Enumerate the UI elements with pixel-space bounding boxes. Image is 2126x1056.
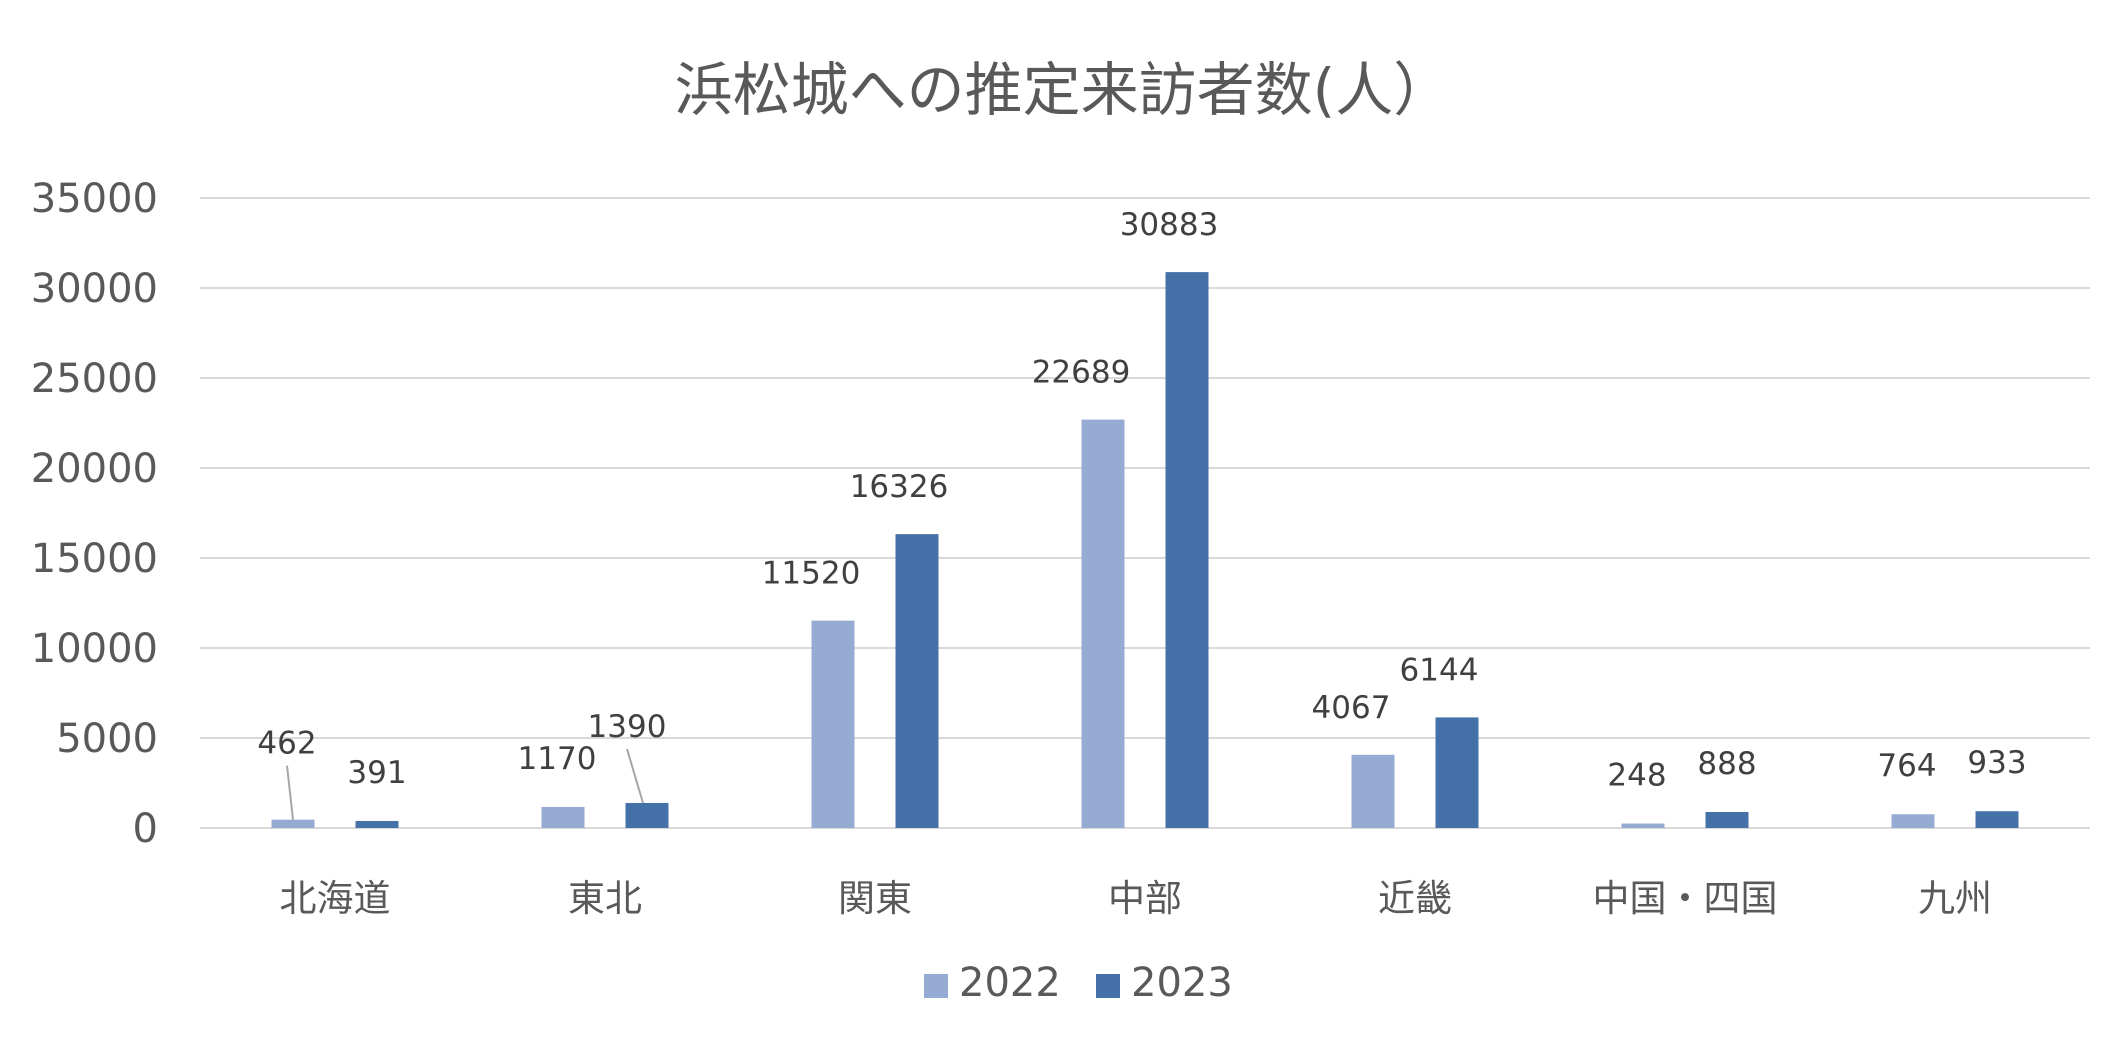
x-tick-label: 中部 (1108, 877, 1182, 920)
leader-line (626, 748, 644, 804)
data-label: 22689 (1032, 355, 1131, 391)
legend-label-2022: 2022 (959, 960, 1061, 1006)
legend: 2022 2023 (924, 960, 1233, 1006)
y-axis-ticks: 0 5000 10000 15000 20000 25000 30000 35000 (31, 176, 158, 852)
y-tick-label: 15000 (31, 536, 158, 582)
data-label: 933 (1967, 745, 2026, 781)
bar-2023-2 (895, 534, 939, 828)
y-tick-label: 0 (133, 806, 158, 852)
data-label: 1170 (518, 741, 597, 777)
data-label: 16326 (850, 469, 949, 505)
x-tick-label: 九州 (1918, 877, 1992, 920)
data-label: 248 (1607, 758, 1666, 794)
data-label: 11520 (762, 556, 861, 592)
y-tick-label: 35000 (31, 176, 158, 222)
data-label: 4067 (1312, 690, 1391, 726)
gridlines (200, 197, 2090, 829)
y-tick-label: 10000 (31, 626, 158, 672)
legend-swatch-2023 (1096, 974, 1120, 998)
x-tick-label: 東北 (568, 877, 642, 920)
y-tick-label: 25000 (31, 356, 158, 402)
bar-2023-6 (1975, 811, 2019, 828)
data-label: 1390 (588, 709, 667, 745)
data-label: 888 (1697, 746, 1756, 782)
bar-2023-4 (1435, 717, 1479, 828)
y-tick-label: 5000 (56, 716, 158, 762)
bar-2023-0 (355, 820, 399, 828)
x-tick-label: 北海道 (280, 877, 391, 920)
bar-2022-5 (1621, 823, 1665, 828)
bar-2022-1 (541, 806, 585, 828)
bar-2022-6 (1891, 814, 1935, 828)
data-label: 391 (347, 755, 406, 791)
x-axis-ticks: 北海道 東北 関東 中部 近畿 中国・四国 九州 (280, 877, 1993, 920)
legend-label-2023: 2023 (1131, 960, 1233, 1006)
legend-swatch-2022 (924, 974, 948, 998)
bar-2023-1 (625, 802, 669, 828)
data-label: 462 (257, 726, 316, 762)
bar-2022-2 (811, 620, 855, 828)
leader-line (286, 765, 294, 820)
bar-2022-4 (1351, 754, 1395, 828)
chart-title: 浜松城への推定来訪者数(人） (675, 56, 1452, 124)
x-tick-label: 近畿 (1378, 877, 1452, 920)
data-label: 6144 (1400, 652, 1479, 688)
data-label: 764 (1877, 748, 1936, 784)
bar-2022-3 (1081, 419, 1125, 828)
y-tick-label: 20000 (31, 446, 158, 492)
bar-2023-5 (1705, 812, 1749, 828)
bar-2022-0 (271, 819, 315, 828)
x-tick-label: 中国・四国 (1593, 877, 1778, 920)
y-tick-label: 30000 (31, 266, 158, 312)
x-tick-label: 関東 (838, 877, 912, 920)
bar-2023-3 (1165, 272, 1209, 829)
bars (271, 272, 2019, 829)
data-label: 30883 (1120, 207, 1219, 243)
